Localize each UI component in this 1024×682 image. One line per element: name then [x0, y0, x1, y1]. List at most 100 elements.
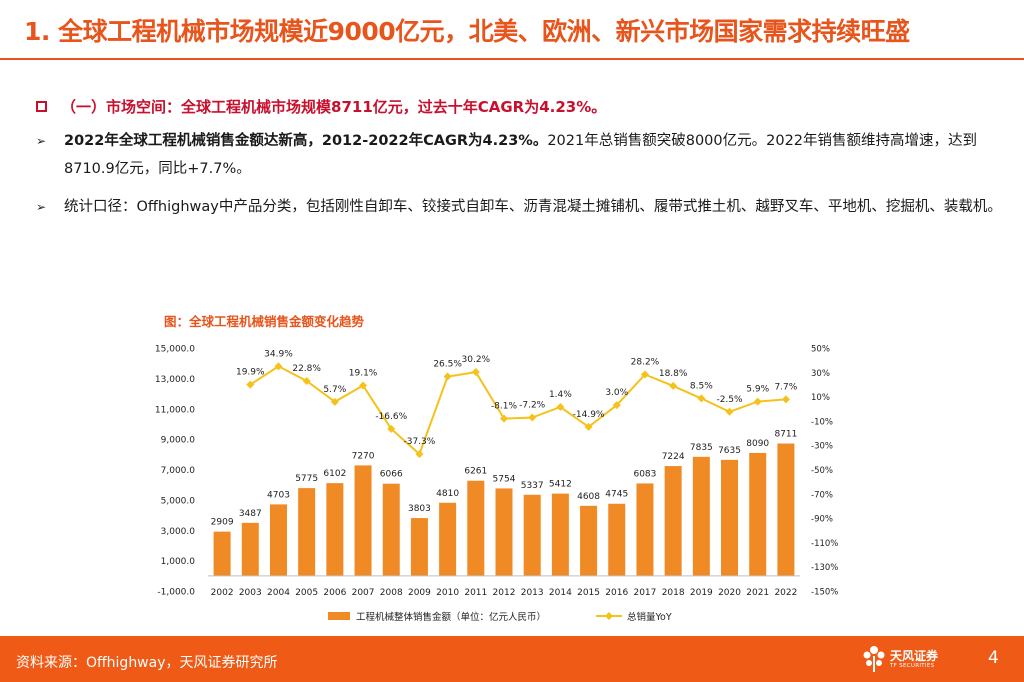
yoy-line	[249, 365, 786, 456]
bar	[495, 488, 513, 576]
yoy-value-label: 19.1%	[349, 369, 378, 379]
bar-value-label: 5754	[493, 474, 516, 484]
bar-value-label: 6261	[464, 467, 487, 477]
yoy-value-label: 1.4%	[549, 390, 572, 400]
yoy-value-label: 5.7%	[323, 385, 346, 395]
bar	[439, 502, 457, 576]
yoy-point	[528, 413, 537, 422]
bar	[326, 483, 344, 576]
right-axis-tick-label: -130%	[811, 563, 838, 573]
yoy-point	[330, 397, 339, 406]
logo-subtitle: TF SECURITIES	[890, 663, 935, 669]
right-axis-tick-label: -110%	[811, 539, 838, 549]
legend-line-label: 总销量YoY	[627, 611, 672, 623]
bar	[269, 504, 287, 576]
bar-value-label: 3487	[239, 509, 262, 519]
yoy-value-label: -8.1%	[491, 402, 518, 412]
x-axis-tick-label: 2003	[239, 588, 262, 598]
yoy-value-label: 18.8%	[659, 369, 688, 379]
square-bullet-icon	[36, 101, 47, 112]
yoy-point	[697, 394, 706, 403]
yoy-point	[556, 403, 565, 412]
right-axis-tick-label: -150%	[811, 588, 838, 598]
bar	[241, 522, 259, 576]
right-axis-tick-label: 30%	[811, 369, 830, 379]
bar-value-label: 8090	[746, 439, 769, 449]
bar-value-label: 4703	[267, 490, 290, 500]
bar	[382, 483, 400, 576]
bullet-item: ➢ 统计口径：Offhighway中产品分类，包括刚性自卸车、铰接式自卸车、沥青…	[36, 193, 1006, 221]
bullet-text: 2022年全球工程机械销售金额达新高，2012-2022年CAGR为4.23%。…	[64, 127, 1006, 183]
bar	[749, 452, 767, 576]
bar-value-label: 8711	[774, 430, 797, 440]
bar-value-label: 4745	[605, 490, 628, 500]
bar	[692, 456, 710, 576]
bar-value-label: 5775	[295, 474, 318, 484]
yoy-value-label: 8.5%	[690, 381, 713, 391]
bar	[410, 518, 428, 576]
left-axis-tick-label: 13,000.0	[155, 375, 195, 385]
right-axis-tick-label: -10%	[811, 417, 833, 427]
page-title: 1. 全球工程机械市场规模近9000亿元，北美、欧洲、新兴市场国家需求持续旺盛	[24, 17, 910, 46]
bar	[354, 465, 372, 576]
x-axis-tick-label: 2017	[633, 588, 656, 598]
yoy-point	[584, 422, 593, 431]
right-axis-tick-label: -30%	[811, 442, 833, 452]
bar	[213, 531, 231, 576]
left-axis-tick-label: 3,000.0	[161, 527, 196, 537]
x-axis-tick-label: 2015	[577, 588, 600, 598]
bullet-body-text: 统计口径：Offhighway中产品分类，包括刚性自卸车、铰接式自卸车、沥青混凝…	[64, 199, 1002, 215]
left-axis-tick-label: 5,000.0	[161, 496, 196, 506]
bar	[467, 480, 485, 576]
legend-line-marker	[605, 612, 613, 620]
yoy-value-label: -14.9%	[573, 410, 605, 420]
title-divider	[0, 58, 1024, 60]
left-axis-tick-label: -1,000.0	[157, 588, 195, 598]
right-axis-tick-label: -90%	[811, 515, 833, 525]
yoy-point	[415, 450, 424, 459]
sales-chart: -1,000.0 1,000.0 3,000.0 5,000.0 7,000.0 9,00…	[155, 345, 838, 624]
yoy-value-label: -2.5%	[716, 395, 743, 405]
x-axis-tick-label: 2010	[436, 588, 459, 598]
bar-value-label: 6083	[633, 469, 656, 479]
x-axis-tick-label: 2013	[521, 588, 544, 598]
bar-value-label: 3803	[408, 504, 431, 514]
x-axis-tick-label: 2009	[408, 588, 431, 598]
yoy-point	[246, 380, 255, 389]
x-axis-tick-label: 2014	[549, 588, 572, 598]
page-number: 4	[988, 648, 999, 668]
yoy-value-label: 22.8%	[292, 364, 321, 374]
arrow-bullet-icon: ➢	[36, 200, 47, 214]
x-axis-tick-label: 2022	[774, 588, 797, 598]
left-axis-tick-label: 1,000.0	[161, 557, 196, 567]
bar	[298, 488, 316, 576]
bullet-body-text: 2021年总销售额突破8000亿元。2022年销售额维持高增速，达到8710.9…	[64, 133, 978, 177]
right-axis-tick-label: -50%	[811, 466, 833, 476]
bar-value-label: 6066	[380, 470, 403, 480]
logo-flower-icon	[863, 646, 885, 672]
x-axis-tick-label: 2006	[323, 588, 346, 598]
yoy-point	[640, 370, 649, 379]
tf-securities-logo: 天风证券 TF SECURITIES	[862, 644, 962, 676]
left-axis-tick-label: 7,000.0	[161, 466, 196, 476]
bullet-bold-text: 2022年全球工程机械销售金额达新高，2012-2022年CAGR为4.23%。	[64, 133, 548, 149]
bar	[777, 443, 795, 576]
logo-name: 天风证券	[890, 649, 939, 663]
bar-value-label: 5337	[521, 481, 544, 491]
x-axis-tick-label: 2007	[352, 588, 375, 598]
footer-bar: 资料来源：Offhighway，天风证券研究所 天风证券 TF SECURITI…	[0, 636, 1024, 682]
bar-value-label: 6102	[323, 469, 346, 479]
yoy-point	[781, 395, 790, 404]
yoy-point	[500, 414, 508, 423]
yoy-point	[443, 372, 452, 381]
yoy-point	[274, 362, 283, 371]
left-axis-tick-label: 15,000.0	[155, 345, 195, 355]
right-axis-tick-label: 50%	[811, 345, 830, 355]
x-axis-tick-label: 2021	[746, 588, 769, 598]
arrow-bullet-icon: ➢	[36, 134, 47, 148]
x-axis-tick-label: 2019	[690, 588, 713, 598]
yoy-value-label: 5.9%	[746, 385, 769, 395]
section-heading: （一）市场空间：全球工程机械市场规模8711亿元，过去十年CAGR为4.23%。	[36, 96, 606, 117]
right-axis-tick-label: -70%	[811, 490, 833, 500]
yoy-point	[387, 424, 396, 433]
